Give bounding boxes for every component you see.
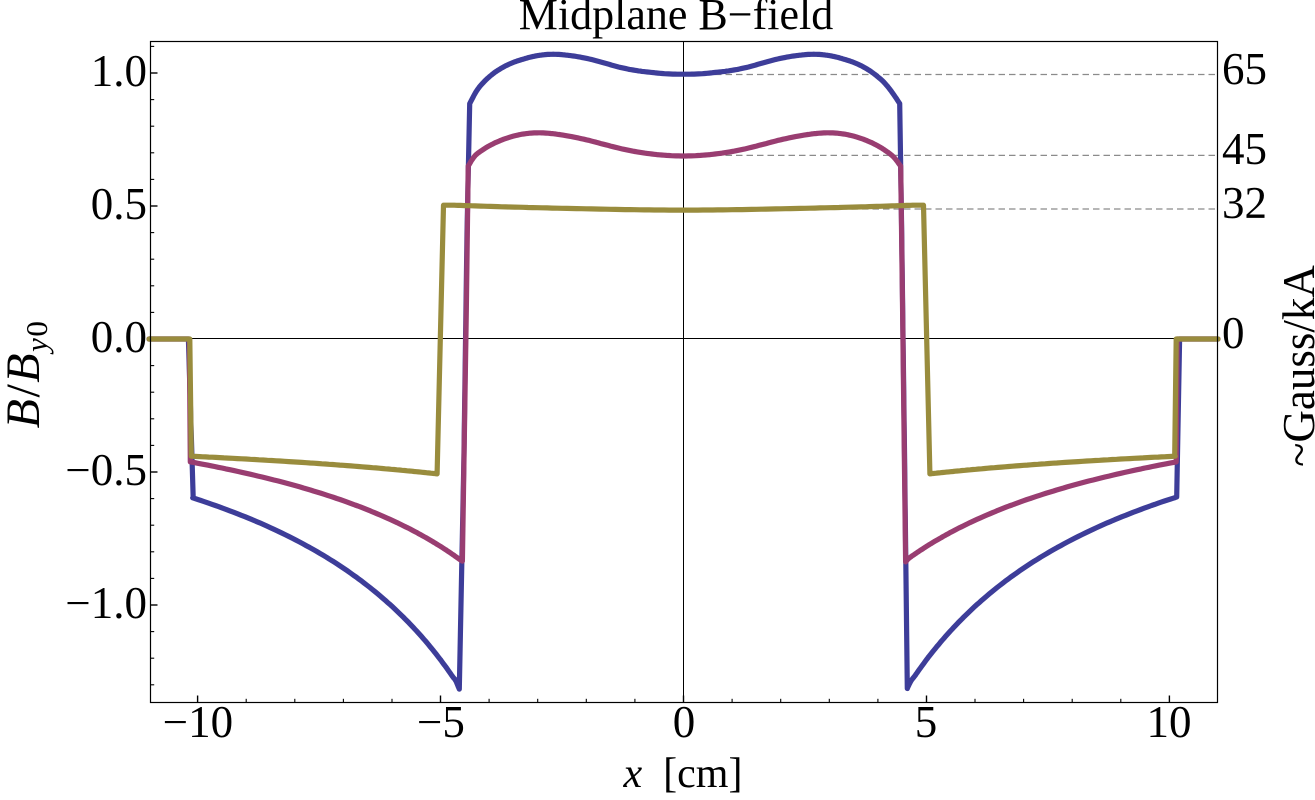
svg-text:32: 32 [1222, 178, 1267, 228]
svg-text:0: 0 [673, 697, 696, 747]
svg-text:−5: −5 [417, 697, 465, 747]
svg-text:Midplane B−field: Midplane B−field [519, 0, 833, 39]
svg-text:0.5: 0.5 [91, 179, 147, 229]
svg-text:−1.0: −1.0 [65, 578, 147, 628]
svg-text:B/By0: B/By0 [0, 320, 54, 429]
svg-text:1.0: 1.0 [91, 46, 147, 96]
svg-text:65: 65 [1222, 44, 1267, 94]
svg-text:−0.5: −0.5 [65, 445, 147, 495]
svg-text:−10: −10 [163, 697, 233, 747]
svg-text:~Gauss/kA: ~Gauss/kA [1274, 265, 1315, 467]
svg-text:10: 10 [1147, 697, 1192, 747]
svg-text:0: 0 [1222, 308, 1245, 358]
svg-text:x [cm]: x [cm] [623, 751, 743, 797]
svg-text:0.0: 0.0 [91, 312, 147, 362]
svg-text:5: 5 [915, 697, 938, 747]
svg-text:45: 45 [1222, 124, 1267, 174]
